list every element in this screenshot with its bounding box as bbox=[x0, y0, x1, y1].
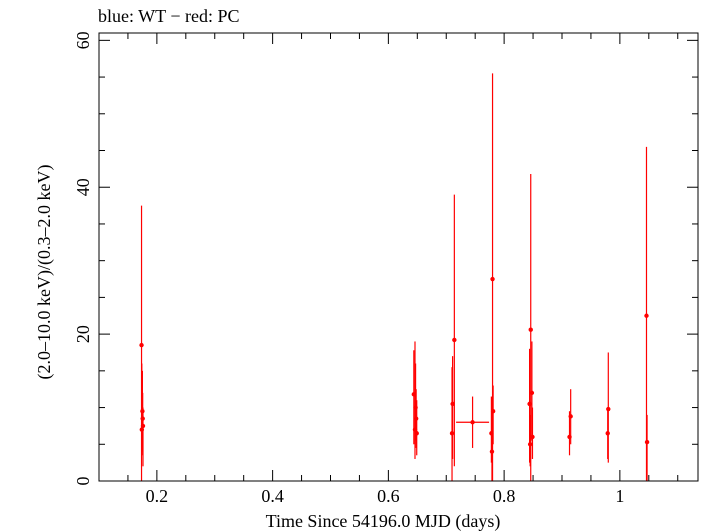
point-marker bbox=[644, 439, 650, 445]
point-marker bbox=[452, 337, 457, 343]
point-marker bbox=[528, 327, 533, 332]
data-point bbox=[568, 389, 573, 445]
y-axis-label: (2.0–10.0 keV)/(0.3–2.0 keV) bbox=[34, 165, 55, 380]
y-tick-label: 40 bbox=[73, 178, 93, 196]
point-marker bbox=[530, 434, 535, 440]
x-tick-label: 0.6 bbox=[377, 486, 400, 506]
data-point bbox=[530, 407, 535, 459]
data-point bbox=[450, 356, 455, 459]
x-tick-label: 0.2 bbox=[146, 486, 169, 506]
y-tick-label: 20 bbox=[73, 325, 93, 343]
data-point bbox=[644, 414, 650, 481]
x-tick-label: 0.8 bbox=[493, 486, 516, 506]
point-marker bbox=[139, 342, 144, 348]
data-point bbox=[456, 396, 490, 448]
plot-frame bbox=[98, 32, 699, 482]
plot-area bbox=[139, 73, 650, 481]
data-point bbox=[528, 174, 533, 481]
x-tick-label: 0.4 bbox=[261, 486, 284, 506]
point-marker bbox=[470, 420, 475, 425]
point-marker bbox=[414, 431, 419, 436]
point-marker bbox=[644, 313, 649, 318]
x-axis-label: Time Since 54196.0 MJD (days) bbox=[266, 511, 501, 532]
x-tick-label: 1 bbox=[615, 486, 624, 506]
data-point bbox=[452, 194, 457, 467]
y-tick-label: 0 bbox=[73, 477, 93, 486]
data-point bbox=[140, 407, 146, 467]
data-point bbox=[490, 385, 496, 445]
y-tick-label: 60 bbox=[73, 31, 93, 49]
point-marker bbox=[529, 390, 535, 396]
point-marker bbox=[568, 414, 573, 419]
data-point bbox=[414, 400, 419, 456]
axis-ticks: 0.2 0.4 0.6 0.8 1 0 20 40 60 bbox=[73, 31, 698, 506]
point-marker bbox=[140, 423, 146, 429]
data-point bbox=[606, 352, 611, 463]
point-marker bbox=[490, 409, 496, 414]
point-marker bbox=[490, 276, 495, 282]
point-marker bbox=[450, 401, 455, 407]
point-marker bbox=[606, 406, 611, 412]
chart-title: blue: WT − red: PC bbox=[98, 6, 239, 26]
